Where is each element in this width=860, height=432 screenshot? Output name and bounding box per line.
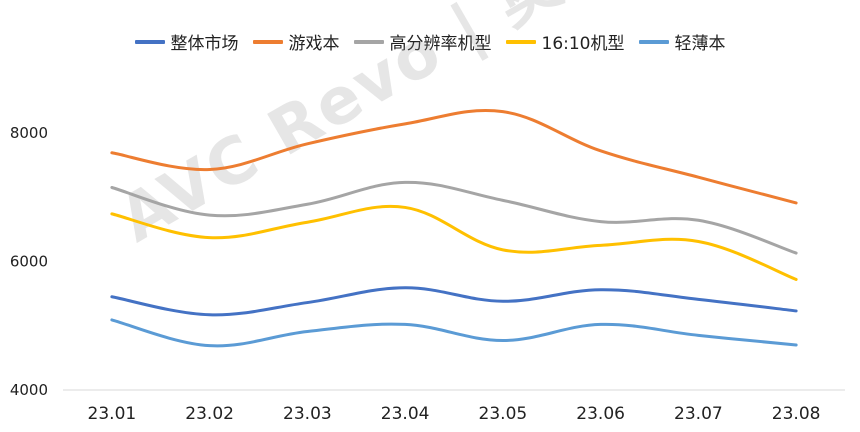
data-point xyxy=(501,339,505,342)
data-point xyxy=(110,186,114,189)
data-point xyxy=(501,248,505,252)
data-point xyxy=(306,142,309,145)
legend-item-gaming: 游戏本 xyxy=(252,29,340,54)
data-point xyxy=(306,301,309,304)
legend-item-overall: 整体市场 xyxy=(134,29,239,54)
data-point xyxy=(110,295,114,298)
data-point xyxy=(403,122,407,126)
y-tick-label: 8000 xyxy=(10,124,48,142)
x-tick-label: 23.07 xyxy=(674,404,723,424)
series-line-1 xyxy=(110,108,798,205)
y-tick-label: 4000 xyxy=(10,381,48,399)
data-point xyxy=(501,110,505,113)
data-point xyxy=(110,318,114,322)
data-point xyxy=(208,236,211,239)
legend-label-gaming: 游戏本 xyxy=(288,34,340,54)
chart-legend: 整体市场 游戏本 高分辨率机型 16:10机型 轻薄本 xyxy=(0,29,860,54)
legend-item-high-res: 高分辨率机型 xyxy=(353,29,492,54)
data-point xyxy=(208,168,211,171)
series-line-4 xyxy=(110,318,798,348)
data-point xyxy=(697,240,700,243)
data-point xyxy=(794,278,798,281)
legend-swatch-thin-light xyxy=(638,39,669,44)
data-point xyxy=(501,199,505,202)
data-point xyxy=(208,313,211,316)
series-line-3 xyxy=(110,204,798,281)
data-point xyxy=(599,323,602,326)
legend-swatch-gaming xyxy=(252,39,283,44)
legend-swatch-16-10 xyxy=(505,39,536,44)
data-point xyxy=(697,334,700,337)
legend-item-thin-light: 轻薄本 xyxy=(638,29,726,54)
data-point xyxy=(697,176,700,179)
data-point xyxy=(599,149,602,153)
legend-item-16-10: 16:10机型 xyxy=(505,29,625,54)
data-point xyxy=(794,343,798,347)
x-tick-label: 23.01 xyxy=(88,404,137,424)
data-point xyxy=(110,151,114,154)
data-point xyxy=(697,298,700,301)
data-point xyxy=(794,309,798,313)
series-line-2 xyxy=(110,180,798,255)
y-tick-label: 6000 xyxy=(10,252,48,270)
data-point xyxy=(208,344,211,347)
x-tick-label: 23.03 xyxy=(283,404,332,424)
legend-label-high-res: 高分辨率机型 xyxy=(389,34,492,54)
data-point xyxy=(306,221,309,224)
x-tick-label: 23.06 xyxy=(576,404,625,424)
x-tick-label: 23.02 xyxy=(185,404,234,424)
data-point xyxy=(403,286,407,289)
data-point xyxy=(403,181,407,184)
legend-swatch-overall xyxy=(134,39,165,44)
data-point xyxy=(599,220,602,223)
data-point xyxy=(599,288,602,291)
legend-swatch-high-res xyxy=(353,39,384,44)
data-point xyxy=(110,212,114,216)
x-tick-label: 23.08 xyxy=(772,404,821,424)
data-point xyxy=(306,203,309,206)
legend-label-thin-light: 轻薄本 xyxy=(674,34,726,54)
data-point xyxy=(208,213,211,217)
data-point xyxy=(306,330,309,333)
x-tick-label: 23.04 xyxy=(381,404,430,424)
series-line-0 xyxy=(110,286,798,317)
x-tick-label: 23.05 xyxy=(479,404,528,424)
data-point xyxy=(501,300,505,303)
data-point xyxy=(599,244,602,247)
data-point xyxy=(794,251,798,255)
legend-label-16-10: 16:10机型 xyxy=(541,34,625,54)
legend-label-overall: 整体市场 xyxy=(170,34,239,54)
data-point xyxy=(697,219,700,222)
data-point xyxy=(403,323,407,326)
data-point xyxy=(403,206,407,209)
data-point xyxy=(794,201,798,205)
